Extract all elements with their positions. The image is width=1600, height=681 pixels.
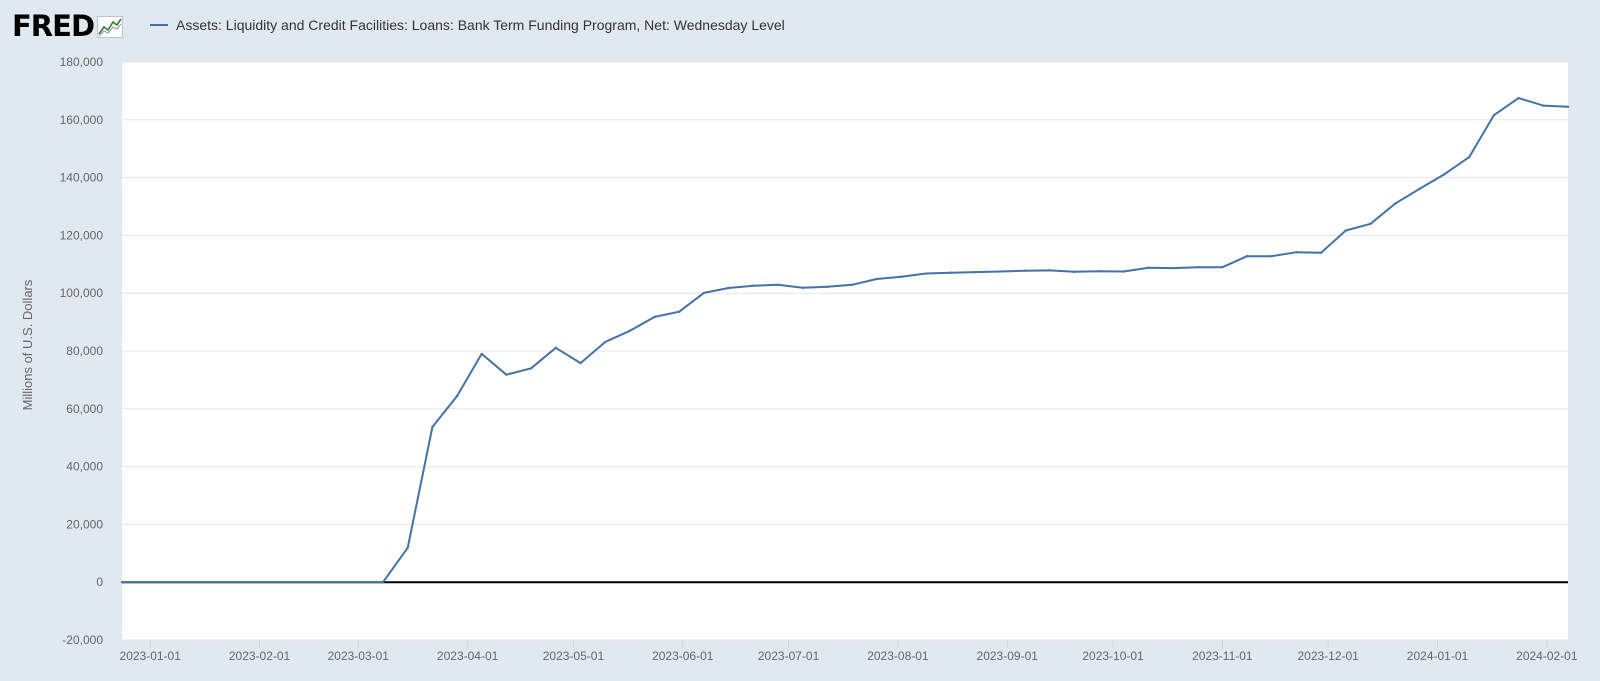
x-tick-label: 2024-02-01 [1516, 649, 1578, 663]
data-point [505, 373, 508, 376]
x-tick-label: 2023-04-01 [437, 649, 499, 663]
data-point [1295, 250, 1298, 254]
data-point [1023, 269, 1027, 272]
data-point [628, 329, 632, 332]
data-point [1048, 269, 1051, 272]
data-point [1097, 270, 1101, 273]
data-point [1393, 202, 1397, 205]
data-point [381, 581, 385, 584]
fred-logo-text: FRED [12, 9, 95, 43]
x-tick-label: 2023-01-01 [120, 649, 182, 663]
x-tick-label: 2024-01-01 [1407, 649, 1469, 663]
y-tick-label: 100,000 [60, 286, 104, 300]
data-point [1270, 255, 1273, 258]
x-tick-label: 2023-03-01 [328, 649, 390, 663]
data-point [924, 272, 928, 275]
x-tick-label: 2023-12-01 [1297, 649, 1359, 663]
data-point [579, 361, 582, 365]
data-point [776, 283, 780, 287]
data-point [1418, 187, 1422, 190]
data-point [1542, 104, 1545, 107]
data-point [1468, 155, 1471, 159]
data-point [455, 394, 459, 398]
data-point [1517, 96, 1520, 100]
x-tick-label: 2023-11-01 [1192, 649, 1253, 663]
data-point [120, 581, 124, 584]
data-point [529, 367, 533, 370]
y-tick-label: 120,000 [60, 228, 104, 242]
data-point [949, 271, 953, 274]
data-point [1147, 266, 1150, 269]
y-tick-label: 180,000 [60, 55, 104, 69]
y-tick-label: -20,000 [62, 633, 103, 647]
data-point [1221, 265, 1224, 269]
x-tick-label: 2023-07-01 [758, 649, 820, 663]
data-point [998, 270, 1002, 273]
data-point [678, 310, 681, 313]
x-tick-label: 2023-08-01 [867, 649, 929, 663]
legend-series-label: Assets: Liquidity and Credit Facilities:… [176, 17, 785, 33]
data-point [702, 291, 706, 295]
y-tick-label: 0 [96, 575, 103, 589]
x-tick-label: 2023-09-01 [977, 649, 1039, 663]
y-axis-title: Millions of U.S. Dollars [20, 279, 35, 410]
data-point [752, 284, 755, 287]
data-point [850, 283, 854, 287]
y-tick-label: 20,000 [66, 517, 103, 531]
data-point [1073, 270, 1076, 274]
data-point [1566, 105, 1570, 108]
data-point [431, 425, 434, 429]
fred-logo[interactable]: FRED [12, 8, 124, 44]
y-tick-label: 160,000 [60, 113, 104, 127]
series-line [122, 97, 1569, 584]
legend-series-swatch [150, 24, 168, 26]
data-point [603, 340, 607, 344]
data-point [1171, 266, 1175, 270]
data-point [826, 285, 829, 289]
data-point [1344, 229, 1348, 232]
y-tick-label: 140,000 [60, 171, 104, 185]
data-point [1196, 265, 1199, 269]
data-point [480, 352, 483, 356]
data-point [1319, 251, 1323, 254]
data-point [727, 286, 730, 290]
y-tick-label: 80,000 [66, 344, 103, 358]
y-tick-label: 40,000 [66, 460, 103, 474]
data-point [1492, 113, 1496, 117]
legend[interactable]: Assets: Liquidity and Credit Facilities:… [150, 13, 785, 37]
data-point [900, 275, 903, 278]
x-tick-label: 2023-02-01 [229, 649, 291, 663]
data-point [554, 346, 557, 350]
data-point [875, 277, 878, 281]
data-point [1443, 172, 1446, 176]
data-point [1122, 270, 1125, 273]
data-point [974, 270, 977, 274]
x-tick-label: 2023-05-01 [543, 649, 605, 663]
data-point [406, 546, 409, 550]
fred-graph-icon [97, 16, 124, 38]
y-tick-label: 60,000 [66, 402, 103, 416]
x-tick-label: 2023-10-01 [1082, 649, 1144, 663]
x-tick-label: 2023-06-01 [652, 649, 714, 663]
data-point [653, 315, 656, 319]
data-point [801, 286, 804, 289]
data-point [1369, 222, 1372, 226]
data-point [1245, 255, 1249, 258]
